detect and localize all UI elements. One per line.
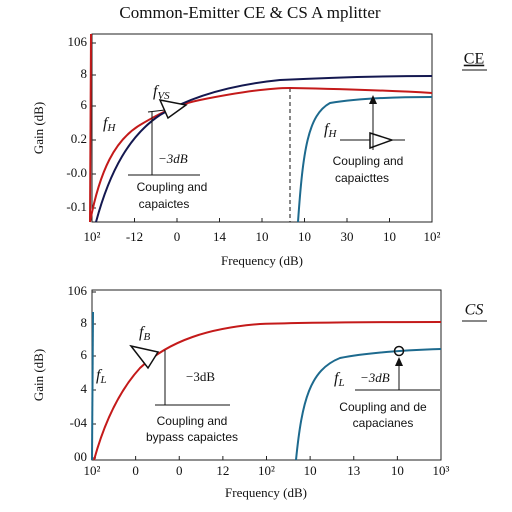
y-tick-label: 0.2 bbox=[71, 131, 87, 146]
y-tick-label: -0.1 bbox=[66, 199, 87, 214]
y-tick-label: 00 bbox=[74, 449, 87, 464]
curve bbox=[295, 348, 442, 461]
title: Common-Emitter CE & CS A mplitter bbox=[119, 3, 380, 22]
x-tick-label: 0 bbox=[174, 229, 181, 244]
annotation: capaictes bbox=[139, 197, 190, 211]
x-tick-label: 10 bbox=[298, 229, 311, 244]
y-axis-label: Gain (dB) bbox=[31, 349, 46, 401]
y-tick-label: 6 bbox=[81, 97, 88, 112]
x-tick-label: 0 bbox=[132, 463, 139, 478]
y-tick-label: -0.0 bbox=[66, 165, 87, 180]
triangle-symbol bbox=[129, 344, 160, 370]
x-tick-label: 10 bbox=[391, 463, 404, 478]
annotation: −3dB bbox=[186, 369, 215, 384]
triangle-symbol bbox=[158, 98, 188, 120]
y-tick-label: 6 bbox=[81, 347, 88, 362]
annotation: bypass capaictes bbox=[146, 430, 238, 444]
marker-circle bbox=[393, 345, 405, 357]
x-tick-label: 12 bbox=[216, 463, 229, 478]
annotation: fVS bbox=[153, 83, 170, 102]
x-tick-label: 10 bbox=[256, 229, 269, 244]
y-tick-label: -04 bbox=[70, 415, 88, 430]
annotation: fH bbox=[324, 121, 337, 140]
curve bbox=[91, 311, 94, 461]
arrow-head bbox=[369, 95, 377, 104]
panel-label: CS bbox=[465, 302, 484, 319]
curve bbox=[95, 75, 433, 223]
y-tick-label: 8 bbox=[81, 66, 88, 81]
annotation: Coupling and bbox=[333, 154, 404, 168]
x-tick-label: 30 bbox=[341, 229, 354, 244]
x-tick-label: 10³ bbox=[433, 463, 450, 478]
x-tick-label: 10² bbox=[84, 229, 101, 244]
y-tick-label: 106 bbox=[68, 34, 88, 49]
annotation: capacianes bbox=[353, 416, 414, 430]
x-axis-label: Frequency (dB) bbox=[225, 485, 307, 500]
y-tick-label: 106 bbox=[68, 283, 88, 298]
x-tick-label: 0 bbox=[176, 463, 183, 478]
annotation: fH bbox=[103, 115, 116, 134]
annotation: Coupling and bbox=[137, 180, 208, 194]
annotation: fL bbox=[334, 370, 345, 389]
x-tick-label: 13 bbox=[347, 463, 360, 478]
x-tick-label: 14 bbox=[213, 229, 227, 244]
x-tick-label: 10 bbox=[383, 229, 396, 244]
x-tick-label: 10² bbox=[258, 463, 275, 478]
x-tick-label: 10 bbox=[304, 463, 317, 478]
y-axis-label: Gain (dB) bbox=[31, 102, 46, 154]
x-tick-label: 10² bbox=[84, 463, 101, 478]
x-tick-label: -12 bbox=[126, 229, 143, 244]
curve bbox=[297, 96, 433, 223]
annotation: −3dB bbox=[158, 151, 188, 166]
panel-label: CE bbox=[464, 51, 484, 68]
arrow-head bbox=[395, 357, 403, 366]
annotation: Coupling and de bbox=[339, 400, 427, 414]
annotation: capaicttes bbox=[335, 171, 389, 185]
curve bbox=[93, 321, 442, 461]
x-tick-label: 10² bbox=[424, 229, 441, 244]
curve bbox=[89, 33, 433, 223]
y-tick-label: 8 bbox=[81, 315, 88, 330]
annotation: fL bbox=[96, 367, 107, 386]
x-axis-label: Frequency (dB) bbox=[221, 253, 303, 268]
y-tick-label: 4 bbox=[81, 381, 88, 396]
annotation: fB bbox=[139, 324, 150, 343]
annotation: −3dB bbox=[360, 370, 390, 385]
line bbox=[147, 109, 166, 113]
annotation: Coupling and bbox=[157, 414, 228, 428]
